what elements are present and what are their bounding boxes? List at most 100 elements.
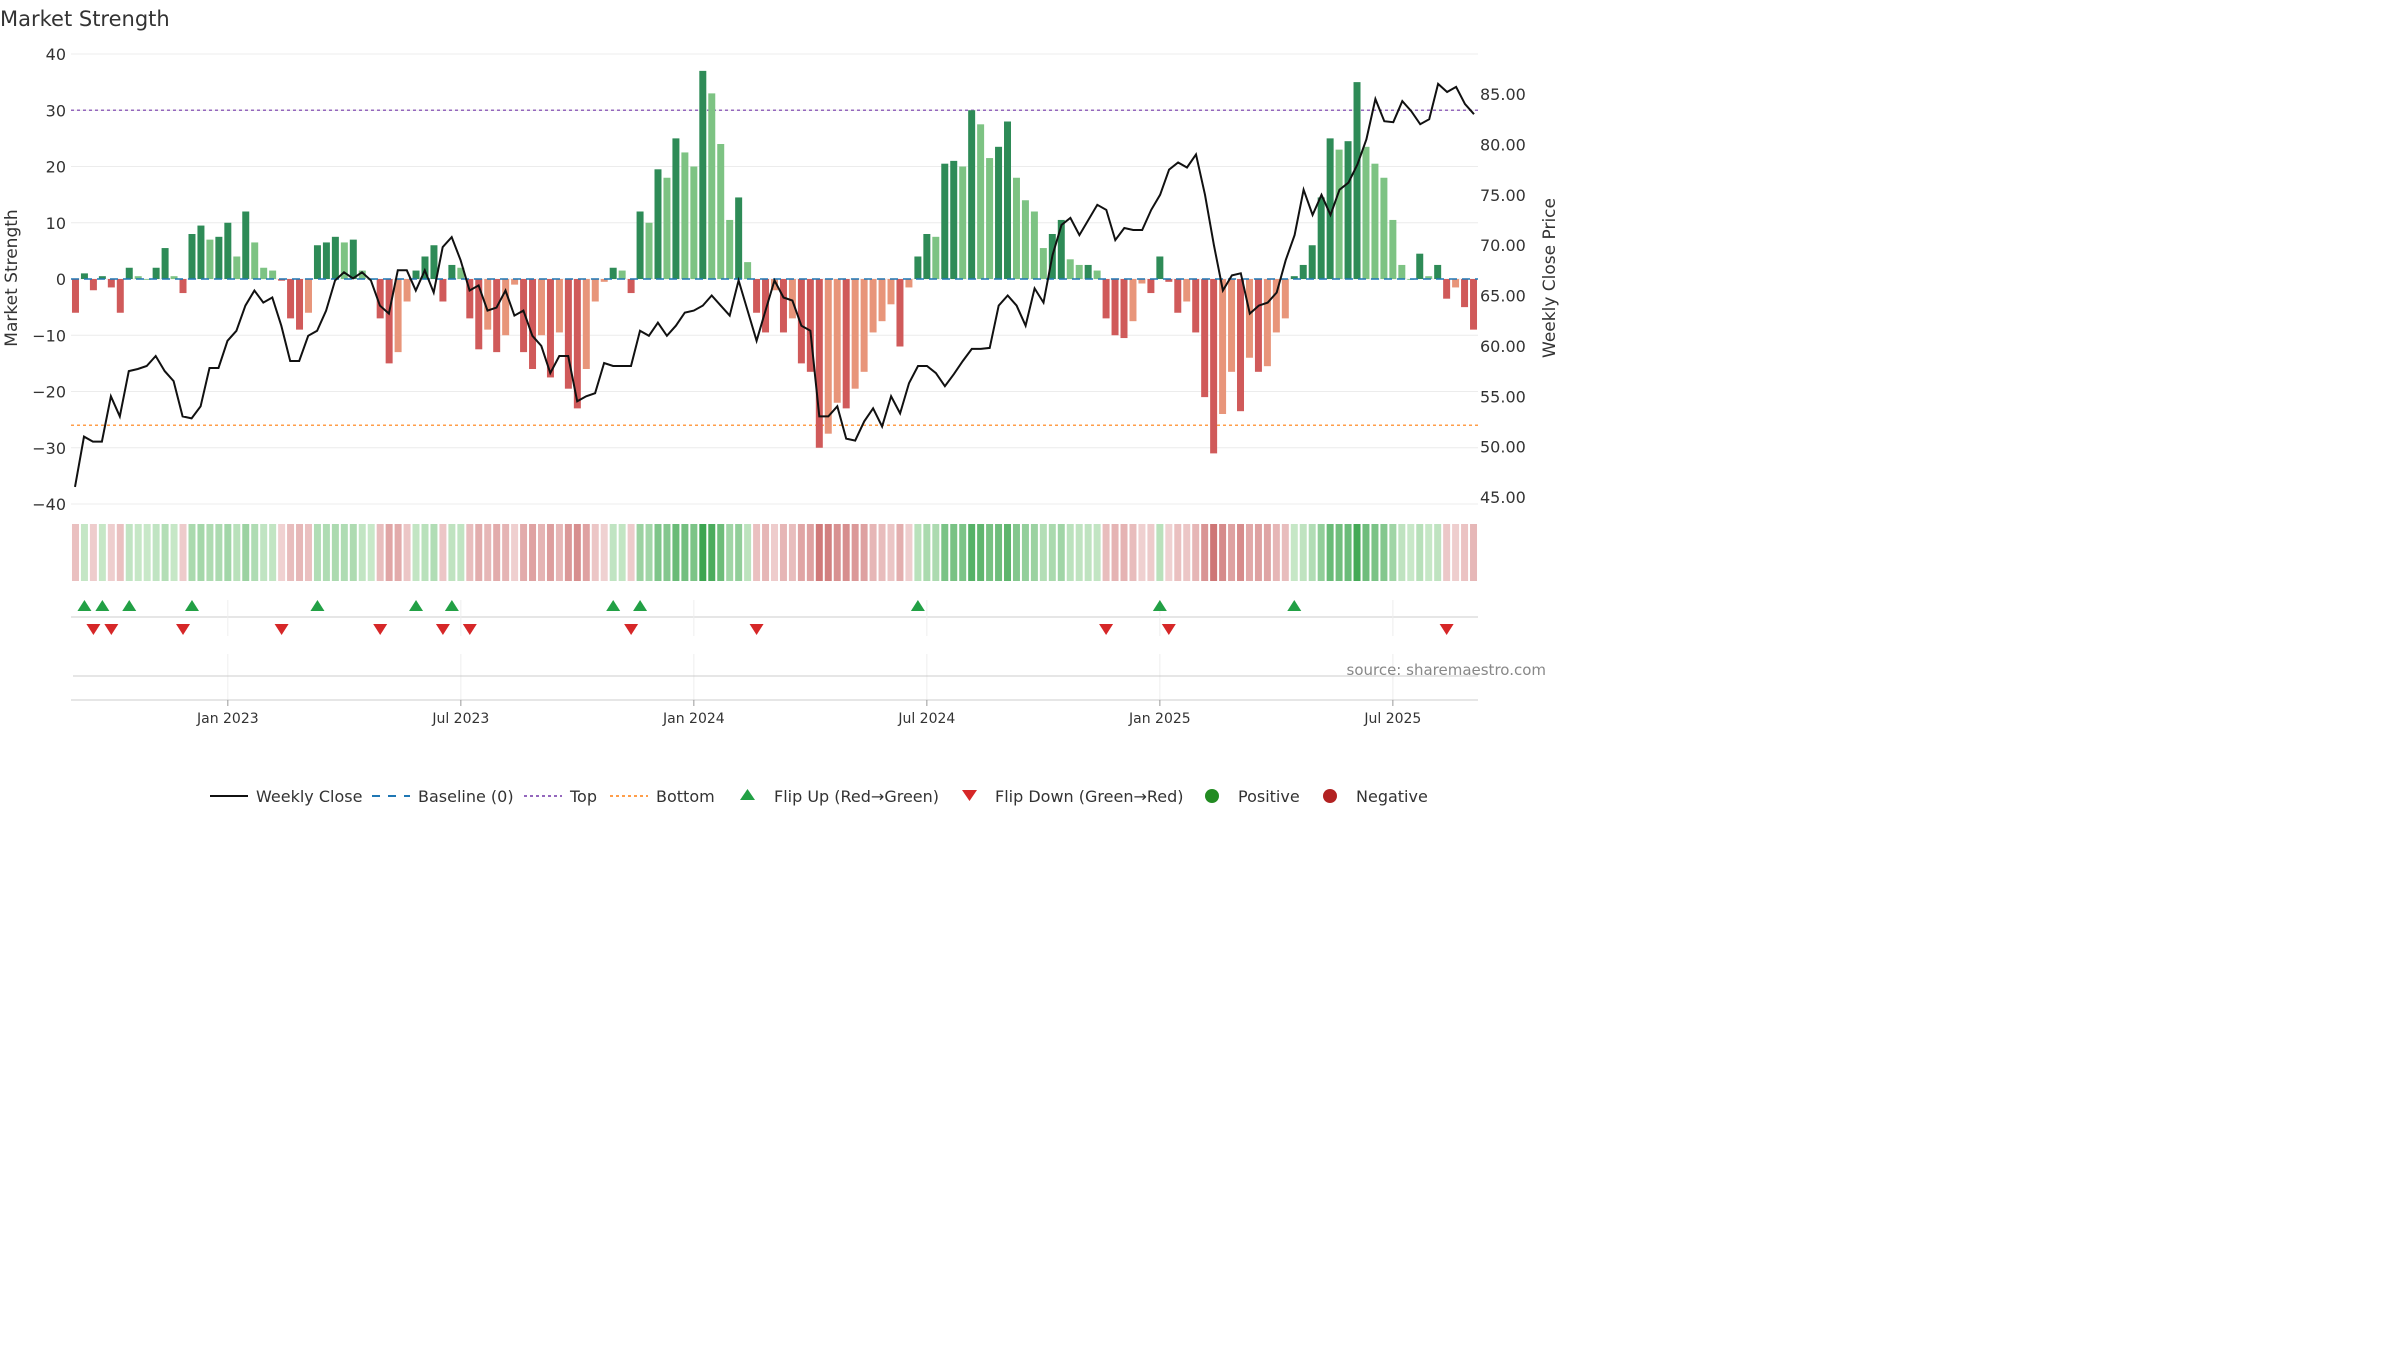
strength-bar bbox=[1165, 279, 1173, 282]
heat-cell bbox=[699, 524, 707, 581]
strength-bar bbox=[1398, 264, 1406, 279]
strength-bar bbox=[654, 169, 662, 279]
heat-cell bbox=[779, 524, 787, 581]
strength-bar bbox=[573, 279, 581, 409]
flip-up-marker bbox=[910, 600, 925, 611]
heat-cell bbox=[744, 524, 752, 581]
strength-bar bbox=[1443, 279, 1451, 299]
heat-cell bbox=[385, 524, 393, 581]
heat-cell bbox=[645, 524, 653, 581]
heat-cell bbox=[1012, 524, 1020, 581]
heat-cell bbox=[1174, 524, 1182, 581]
heat-cell bbox=[511, 524, 519, 581]
strength-bar bbox=[1281, 279, 1289, 319]
strength-bar bbox=[878, 279, 886, 322]
y2-tick-label: 70.00 bbox=[1480, 236, 1526, 255]
heat-cell bbox=[376, 524, 384, 581]
strength-bar bbox=[421, 256, 429, 279]
strength-bar bbox=[394, 279, 402, 353]
strength-bar bbox=[1254, 279, 1262, 372]
x-tick-label: Jul 2024 bbox=[897, 711, 955, 727]
strength-bar bbox=[529, 279, 537, 369]
strength-bar bbox=[815, 279, 823, 448]
heat-cell bbox=[1362, 524, 1370, 581]
y-tick-label: 40 bbox=[46, 45, 66, 64]
strength-bar bbox=[1093, 270, 1101, 279]
heat-cell bbox=[663, 524, 671, 581]
strength-bar bbox=[1389, 219, 1397, 279]
heat-cell bbox=[1021, 524, 1029, 581]
strength-bar bbox=[851, 279, 859, 389]
strength-bar bbox=[582, 279, 590, 369]
heat-cell bbox=[1299, 524, 1307, 581]
strength-bar bbox=[116, 279, 124, 313]
strength-bar bbox=[600, 279, 608, 282]
x-tick-label: Jul 2023 bbox=[431, 711, 489, 727]
heat-cell bbox=[546, 524, 554, 581]
heat-cell bbox=[905, 524, 913, 581]
strength-bar bbox=[251, 242, 259, 279]
heat-cell bbox=[950, 524, 958, 581]
strength-bar bbox=[412, 270, 420, 279]
heat-cell bbox=[1219, 524, 1227, 581]
heat-cell bbox=[1308, 524, 1316, 581]
y2-tick-label: 60.00 bbox=[1480, 337, 1526, 356]
strength-bar bbox=[287, 279, 295, 319]
strength-bar bbox=[1192, 279, 1200, 333]
strength-bar bbox=[1210, 279, 1218, 454]
legend-item: Positive bbox=[1205, 787, 1300, 806]
heat-cell bbox=[887, 524, 895, 581]
heat-cell bbox=[439, 524, 447, 581]
strength-bar bbox=[1290, 276, 1298, 279]
x-tick-label: Jan 2024 bbox=[662, 711, 725, 727]
legend-label: Positive bbox=[1238, 787, 1300, 806]
strength-bar bbox=[726, 219, 734, 279]
legend-item: Negative bbox=[1323, 787, 1428, 806]
heat-cell bbox=[1201, 524, 1209, 581]
heat-cell bbox=[1066, 524, 1074, 581]
legend-item: Baseline (0) bbox=[372, 787, 514, 806]
heat-cell bbox=[1425, 524, 1433, 581]
heat-cell bbox=[80, 524, 88, 581]
strength-bar bbox=[1272, 279, 1280, 333]
strength-bar bbox=[511, 279, 519, 285]
heat-cell bbox=[1245, 524, 1253, 581]
flip-down-marker bbox=[1439, 624, 1454, 635]
y-axis-label: Market Strength bbox=[2, 209, 22, 346]
heat-cell bbox=[591, 524, 599, 581]
heat-cell bbox=[493, 524, 501, 581]
x-axis-ticks: Jan 2023 Jul 2023 Jan 2024 Jul 2024 Jan 2025… bbox=[196, 700, 1421, 727]
heat-cell bbox=[1263, 524, 1271, 581]
strength-bar bbox=[403, 279, 411, 302]
flip-up-marker bbox=[95, 600, 110, 611]
strength-bar bbox=[609, 267, 617, 279]
heat-cell bbox=[1057, 524, 1065, 581]
legend: Weekly Close Baseline (0) Top Bottom Flip Up… bbox=[210, 787, 1428, 806]
heat-cell bbox=[618, 524, 626, 581]
strength-bar bbox=[1021, 200, 1029, 279]
heat-cell bbox=[941, 524, 949, 581]
flip-down-marker bbox=[1099, 624, 1114, 635]
heat-cell bbox=[475, 524, 483, 581]
y2-tick-label: 50.00 bbox=[1480, 438, 1526, 457]
heat-cell bbox=[753, 524, 761, 581]
heat-cell bbox=[1335, 524, 1343, 581]
heat-cell bbox=[206, 524, 214, 581]
y2-tick-label: 55.00 bbox=[1480, 387, 1526, 406]
strength-bar bbox=[627, 279, 635, 294]
strength-bar bbox=[797, 279, 805, 364]
strength-bar bbox=[1362, 146, 1370, 279]
strength-bar bbox=[1183, 279, 1191, 302]
x-tick-label: Jan 2025 bbox=[1128, 711, 1191, 727]
strength-bar bbox=[475, 279, 483, 350]
legend-label: Negative bbox=[1356, 787, 1428, 806]
flip-up-marker bbox=[122, 600, 137, 611]
strength-bar bbox=[941, 163, 949, 279]
y-tick-label: 0 bbox=[56, 270, 66, 289]
strength-bar bbox=[269, 270, 277, 279]
y2-tick-label: 80.00 bbox=[1480, 135, 1526, 154]
heat-cell bbox=[735, 524, 743, 581]
y-tick-label: 30 bbox=[46, 101, 66, 120]
dots-panel bbox=[71, 654, 1478, 701]
y2-axis-ticks: 85.00 80.00 75.00 70.00 65.00 60.00 55.00 50.00… bbox=[1480, 85, 1526, 507]
